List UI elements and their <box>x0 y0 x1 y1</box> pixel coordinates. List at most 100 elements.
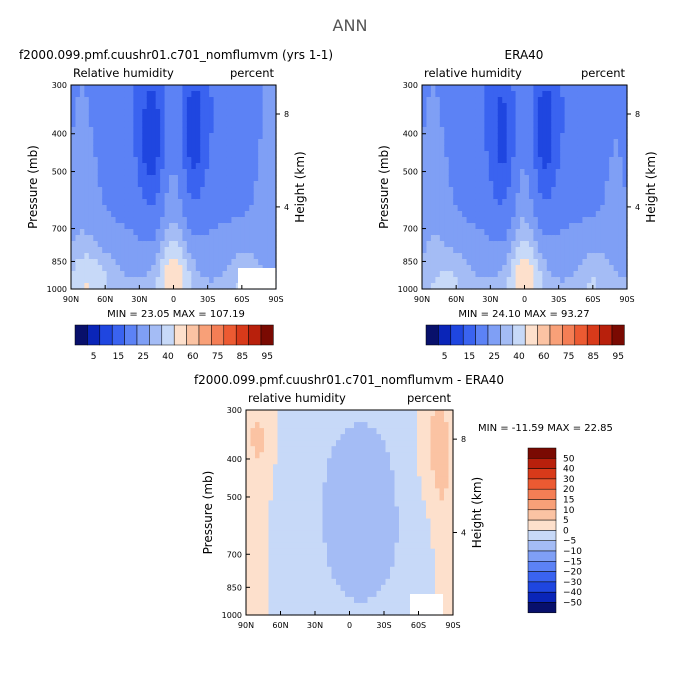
heatmap-cell <box>367 512 373 520</box>
heatmap-cell <box>218 193 224 200</box>
heatmap-cell <box>327 416 333 423</box>
heatmap-cell <box>84 235 90 242</box>
heatmap-cell <box>309 506 315 514</box>
heatmap-cell <box>354 416 360 423</box>
heatmap-cell <box>169 175 175 182</box>
heatmap-cell <box>484 241 490 248</box>
heatmap-cell <box>249 115 255 122</box>
heatmap-cell <box>412 476 418 483</box>
heatmap-cell <box>191 235 197 242</box>
heatmap-cell <box>586 217 592 224</box>
heatmap-cell <box>146 283 152 290</box>
heatmap-cell <box>421 470 427 477</box>
heatmap-cell <box>182 235 188 242</box>
heatmap-cell <box>295 560 301 568</box>
heatmap-cell <box>255 572 261 580</box>
heatmap-cell <box>448 422 454 429</box>
heatmap-cell <box>448 241 454 248</box>
heatmap-cell <box>75 145 81 152</box>
heatmap-cell <box>124 205 130 212</box>
heatmap-cell <box>511 187 517 194</box>
heatmap-cell <box>502 151 508 158</box>
heatmap-cell <box>222 241 228 248</box>
heatmap-cell <box>304 416 310 423</box>
heatmap-cell <box>146 85 152 92</box>
heatmap-cell <box>271 121 277 128</box>
heatmap-cell <box>399 602 405 610</box>
heatmap-cell <box>354 470 360 477</box>
heatmap-cell <box>273 560 279 568</box>
heatmap-cell <box>520 265 526 272</box>
heatmap-cell <box>546 97 552 104</box>
heatmap-cell <box>177 205 184 212</box>
heatmap-cell <box>173 103 179 110</box>
heatmap-cell <box>259 488 265 496</box>
heatmap-cell <box>133 247 139 254</box>
heatmap-cell <box>586 109 592 116</box>
heatmap-cell <box>191 181 197 188</box>
heatmap-cell <box>394 476 400 483</box>
heatmap-cell <box>268 548 274 556</box>
heatmap-cell <box>502 163 508 170</box>
heatmap-cell <box>309 410 315 417</box>
heatmap-cell <box>493 211 499 218</box>
heatmap-cell <box>120 103 126 110</box>
heatmap-cell <box>204 259 210 266</box>
heatmap-cell <box>349 446 355 453</box>
heatmap-cell <box>209 85 215 92</box>
heatmap-cell <box>591 163 597 170</box>
heatmap-cell <box>444 139 450 146</box>
heatmap-cell <box>71 247 77 254</box>
heatmap-cell <box>240 211 246 218</box>
heatmap-cell <box>336 512 342 520</box>
heatmap-cell <box>209 121 215 128</box>
heatmap-cell <box>537 109 543 116</box>
heatmap-cell <box>177 223 184 230</box>
heatmap-cell <box>542 241 548 248</box>
heatmap-cell <box>421 452 427 459</box>
heatmap-cell <box>169 193 175 200</box>
heatmap-cell <box>448 97 454 104</box>
heatmap-cell <box>569 277 575 284</box>
heatmap-cell <box>264 602 270 610</box>
heatmap-cell <box>573 265 579 272</box>
heatmap-cell <box>444 422 450 429</box>
heatmap-cell <box>164 181 170 188</box>
y-tick-label: 700 <box>52 225 67 234</box>
heatmap-cell <box>264 560 270 568</box>
heatmap-cell <box>430 187 436 194</box>
heatmap-cell <box>164 121 170 128</box>
heatmap-cell <box>577 121 584 128</box>
heatmap-cell <box>259 494 265 502</box>
heatmap-cell <box>300 422 306 429</box>
heatmap-cell <box>613 193 619 200</box>
heatmap-cell <box>484 163 490 170</box>
heatmap-cell <box>255 452 261 459</box>
heatmap-cell <box>555 145 561 152</box>
heatmap-cell <box>349 470 355 477</box>
heatmap-cell <box>226 115 233 122</box>
heatmap-cell <box>421 482 427 489</box>
heatmap-cell <box>204 103 210 110</box>
heatmap-cell <box>128 163 134 170</box>
heatmap-cell <box>97 133 103 140</box>
heatmap-cell <box>133 235 139 242</box>
heatmap-cell <box>102 151 108 158</box>
heatmap-cell <box>475 85 481 92</box>
heatmap-cell <box>613 127 619 134</box>
heatmap-cell <box>231 211 237 218</box>
heatmap-cell <box>213 223 219 230</box>
heatmap-cell <box>399 494 405 502</box>
heatmap-cell <box>313 440 319 447</box>
heatmap-cell <box>204 181 210 188</box>
heatmap-cell <box>484 175 490 182</box>
heatmap-cell <box>394 512 400 520</box>
heatmap-cell <box>435 416 441 423</box>
heatmap-cell <box>271 253 277 260</box>
heatmap-cell <box>475 283 481 290</box>
heatmap-cell <box>462 277 468 284</box>
heatmap-cell <box>345 548 351 556</box>
heatmap-cell <box>277 596 283 604</box>
heatmap-cell <box>354 506 360 514</box>
heatmap-cell <box>106 211 112 218</box>
